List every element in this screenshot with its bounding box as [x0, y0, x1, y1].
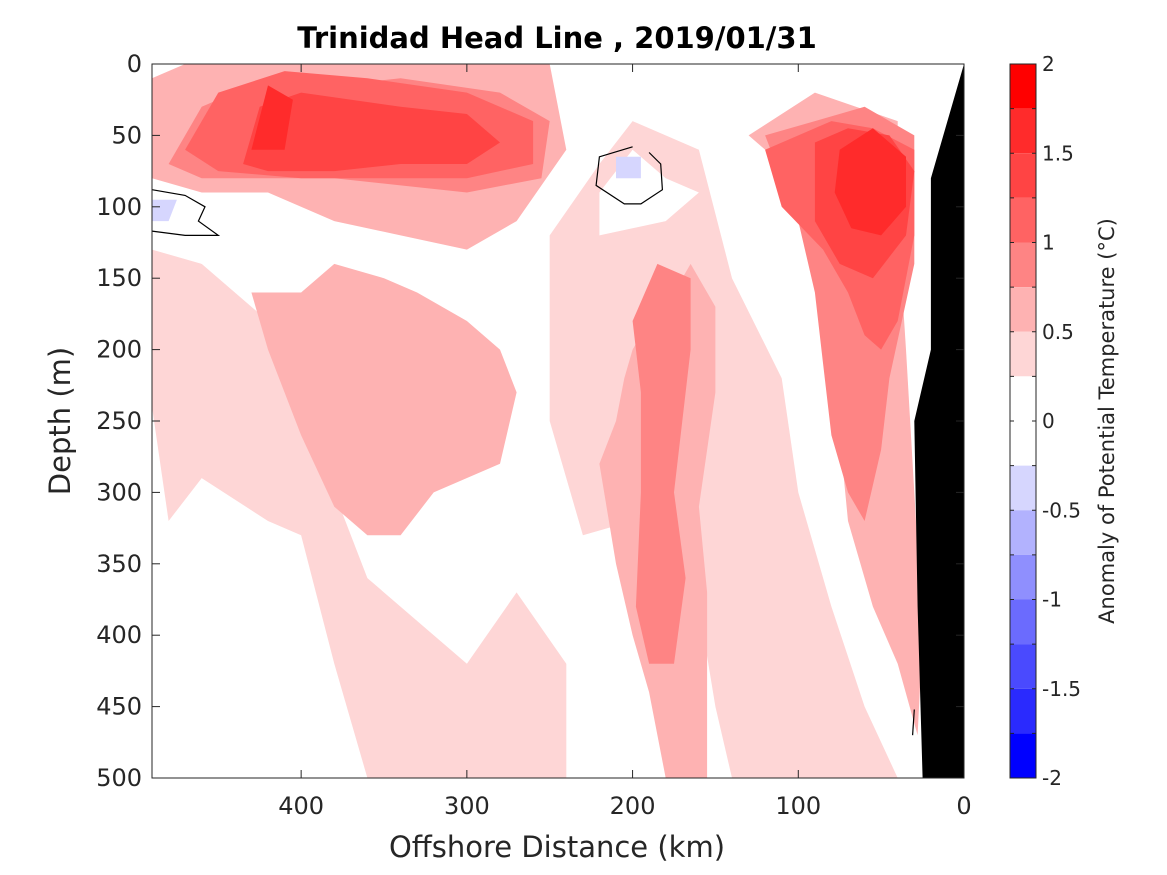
colorbar-swatch: [1010, 331, 1036, 377]
contour-region: [152, 249, 567, 779]
filled-contour-regions: [152, 64, 923, 779]
colorbar-swatch: [1010, 421, 1036, 466]
colorbar-swatch: [1010, 644, 1036, 689]
colorbar-swatch: [1010, 465, 1036, 511]
y-tick-label: 100: [96, 193, 142, 221]
colorbar-tick-label: 1: [1042, 231, 1055, 255]
contour-region: [251, 263, 517, 536]
colorbar-swatch: [1010, 242, 1036, 288]
colorbar-swatches: [1010, 64, 1036, 778]
colorbar: 2 1.5 1 0.5 0 -0.5 -1 -1.5 -2 Anomaly of Potenti…: [1009, 52, 1119, 790]
y-tick-label: 350: [96, 550, 142, 578]
colorbar-swatch: [1010, 108, 1036, 154]
x-tick-label: 400: [278, 792, 324, 820]
contour-region: [616, 156, 641, 179]
colorbar-tick-label: -0.5: [1042, 498, 1081, 522]
contour-region: [152, 185, 252, 264]
colorbar-swatch: [1010, 197, 1036, 243]
plot-area: [151, 63, 965, 779]
contour-region: [834, 128, 906, 236]
colorbar-swatch: [1010, 153, 1036, 198]
colorbar-tick-label: 1.5: [1042, 141, 1074, 165]
x-tick-label: 0: [956, 792, 971, 820]
y-tick-label: 0: [127, 50, 142, 78]
y-tick-label: 500: [96, 764, 142, 792]
colorbar-swatch: [1010, 64, 1036, 109]
contour-region: [549, 121, 898, 779]
colorbar-tick-label: 0.5: [1042, 320, 1074, 344]
y-tick-label: 300: [96, 478, 142, 506]
colorbar-swatch: [1010, 599, 1036, 645]
colorbar-tick-label: -1: [1042, 588, 1062, 612]
y-axis-label: Depth (m): [43, 347, 77, 495]
y-tick-label: 50: [111, 121, 142, 149]
colorbar-tick-label: -2: [1042, 766, 1062, 790]
shelf-bathymetry: [914, 64, 964, 778]
colorbar-swatch: [1010, 688, 1036, 734]
bottom-topography: [914, 64, 964, 778]
y-tick-label: 250: [96, 407, 142, 435]
x-axis-ticks: 400 300 200 100 0: [278, 64, 972, 820]
x-tick-label: 300: [444, 792, 490, 820]
y-tick-label: 150: [96, 264, 142, 292]
y-tick-label: 400: [96, 621, 142, 649]
colorbar-swatch: [1010, 376, 1036, 421]
contour-region: [243, 92, 500, 172]
contour-region: [251, 85, 293, 150]
y-tick-label: 450: [96, 693, 142, 721]
colorbar-tick-label: 2: [1042, 52, 1055, 76]
y-axis-ticks: 0 50 100 150 200 250 300 350 400 450 500: [96, 50, 964, 792]
chart-title: Trinidad Head Line , 2019/01/31: [297, 21, 817, 55]
colorbar-swatch: [1010, 554, 1036, 600]
contour-line-zero: [912, 709, 915, 736]
colorbar-swatch: [1010, 287, 1036, 332]
contour-line-zero: [595, 146, 664, 205]
zero-contour-lines: [151, 146, 915, 736]
x-axis-label: Offshore Distance (km): [389, 830, 725, 864]
colorbar-tick-label: -1.5: [1042, 677, 1081, 701]
y-tick-label: 200: [96, 336, 142, 364]
contour-region: [632, 263, 691, 664]
colorbar-swatch: [1010, 733, 1036, 778]
x-tick-label: 200: [610, 792, 656, 820]
colorbar-label: Anomaly of Potential Temperature (°C): [1095, 218, 1119, 624]
x-tick-label: 100: [775, 792, 821, 820]
colorbar-swatch: [1010, 510, 1036, 555]
colorbar-tick-label: 0: [1042, 409, 1055, 433]
colorbar-ticks: 2 1.5 1 0.5 0 -0.5 -1 -1.5 -2: [1010, 52, 1081, 790]
contour-line-zero: [151, 189, 221, 236]
contour-region: [152, 199, 177, 222]
